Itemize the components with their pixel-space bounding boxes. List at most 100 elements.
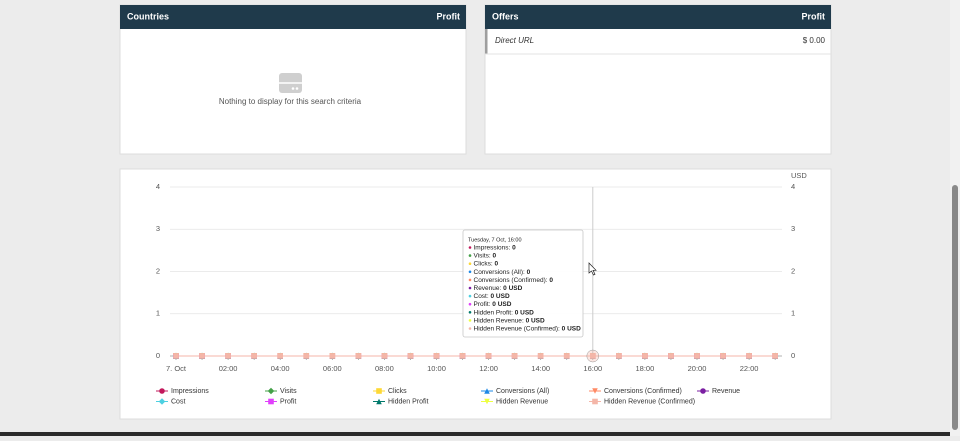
- tooltip-value: 0: [493, 252, 497, 259]
- data-point: [173, 353, 179, 359]
- data-point: [642, 353, 648, 359]
- legend-label: Profit: [280, 398, 296, 405]
- legend-item[interactable]: Clicks: [373, 388, 407, 395]
- offers-header: [485, 5, 831, 29]
- legend-item[interactable]: Impressions: [156, 388, 209, 395]
- column-header[interactable]: Profit: [437, 11, 461, 21]
- tooltip-bullet: [468, 254, 472, 257]
- tooltip-row: Conversions (Confirmed): 0: [474, 277, 554, 284]
- data-point: [407, 353, 414, 359]
- legend-item[interactable]: Hidden Revenue (Confirmed): [589, 398, 695, 405]
- tooltip-name: Conversions (All): [474, 269, 524, 276]
- tooltip-sep: :: [489, 301, 493, 308]
- tooltip-name: Hidden Revenue (Confirmed): [474, 325, 559, 332]
- data-point: [511, 353, 518, 359]
- tooltip-value: 0: [494, 260, 498, 267]
- y2-tick-label: 1: [791, 309, 795, 318]
- data-point: [277, 353, 283, 359]
- tooltip-row: Visits: 0: [474, 252, 497, 259]
- tooltip-row: Profit: 0 USD: [474, 301, 512, 308]
- legend-marker: [267, 387, 275, 395]
- legend-marker: [158, 398, 166, 405]
- panel-title: Offers: [492, 11, 519, 21]
- legend-label: Clicks: [388, 388, 407, 395]
- legend-marker: [159, 388, 165, 394]
- tooltip-row: Hidden Revenue: 0 USD: [474, 317, 546, 324]
- empty-message: Nothing to display for this search crite…: [219, 97, 362, 106]
- tooltip-sep: :: [558, 325, 562, 332]
- empty-icon-dot: [295, 87, 299, 90]
- data-point: [746, 353, 752, 359]
- tooltip-bullet: [468, 294, 472, 298]
- legend-label: Revenue: [712, 388, 740, 395]
- y2-tick-label: 0: [791, 351, 795, 360]
- data-point: [225, 353, 231, 359]
- tooltip-name: Hidden Profit: [474, 309, 512, 316]
- y-tick-label: 0: [156, 351, 160, 360]
- legend-item[interactable]: Hidden Profit: [373, 398, 429, 405]
- tooltip-row: Impressions: 0: [474, 244, 517, 251]
- offer-name[interactable]: Direct URL: [495, 36, 534, 45]
- x-tick-label: 16:00: [583, 364, 602, 373]
- legend-marker: [592, 388, 598, 394]
- data-point: [616, 353, 622, 359]
- legend-marker: [484, 398, 490, 405]
- bottom-bar: [0, 432, 950, 436]
- legend-item[interactable]: Profit: [265, 398, 296, 405]
- tooltip-sep: :: [491, 260, 495, 267]
- tooltip-sep: :: [487, 293, 491, 300]
- legend-marker: [376, 388, 382, 394]
- x-tick-label: 22:00: [740, 364, 759, 373]
- y-tick-label: 1: [156, 309, 160, 318]
- legend-label: Impressions: [171, 388, 209, 395]
- x-tick-label: 06:00: [323, 364, 342, 373]
- tooltip-value: 0 USD: [515, 309, 534, 316]
- y2-tick-label: 4: [791, 182, 795, 191]
- x-tick-label: 14:00: [531, 364, 550, 373]
- legend-item[interactable]: Cost: [156, 398, 185, 405]
- tooltip-bullet: [468, 262, 472, 266]
- x-tick-label: 08:00: [375, 364, 394, 373]
- x-tick-label: 18:00: [636, 364, 655, 373]
- tooltip-box: [462, 229, 584, 338]
- data-point: [537, 353, 544, 359]
- countries-header: [120, 5, 466, 29]
- legend-marker: [700, 388, 706, 394]
- legend-label: Cost: [171, 398, 185, 405]
- tooltip-row: Conversions (All): 0: [474, 269, 531, 276]
- data-point: [485, 353, 492, 359]
- tooltip-sep: :: [522, 317, 526, 324]
- legend-label: Conversions (Confirmed): [604, 388, 682, 395]
- tooltip-row: Revenue: 0 USD: [474, 285, 523, 292]
- data-point: [459, 353, 466, 359]
- tooltip-row: Cost: 0 USD: [474, 293, 510, 300]
- y-tick-label: 4: [156, 182, 160, 191]
- legend-item[interactable]: Conversions (Confirmed): [589, 388, 682, 395]
- tooltip-bullet: [468, 270, 472, 274]
- legend-item[interactable]: Conversions (All): [481, 388, 549, 395]
- legend-item[interactable]: Visits: [265, 387, 297, 395]
- tooltip-value: 0 USD: [491, 293, 510, 300]
- row-accent: [485, 29, 488, 54]
- x-tick-label: 02:00: [219, 364, 238, 373]
- data-point: [355, 353, 362, 359]
- tooltip-name: Hidden Revenue: [474, 317, 523, 324]
- scrollbar-thumb[interactable]: [952, 185, 958, 430]
- data-point: [303, 353, 310, 359]
- tooltip-row: Clicks: 0: [474, 260, 499, 267]
- y2-axis-label: USD: [791, 171, 807, 180]
- legend-item[interactable]: Hidden Revenue: [481, 398, 548, 405]
- tooltip-sep: :: [546, 277, 550, 284]
- data-point: [668, 353, 674, 359]
- tooltip-name: Conversions (Confirmed): [474, 277, 546, 284]
- column-header[interactable]: Profit: [802, 11, 826, 21]
- empty-icon-dot: [291, 87, 295, 90]
- data-point: [590, 353, 596, 359]
- chart: 0 1 2 3 4 0 1 2 3 4 USD 7. Oct 02:00 04:00 06:00 08:00 1…: [156, 171, 808, 405]
- legend-label: Hidden Profit: [388, 398, 429, 405]
- legend-item[interactable]: Revenue: [697, 388, 740, 395]
- tooltip-name: Clicks: [474, 260, 492, 267]
- legend-marker: [376, 398, 382, 405]
